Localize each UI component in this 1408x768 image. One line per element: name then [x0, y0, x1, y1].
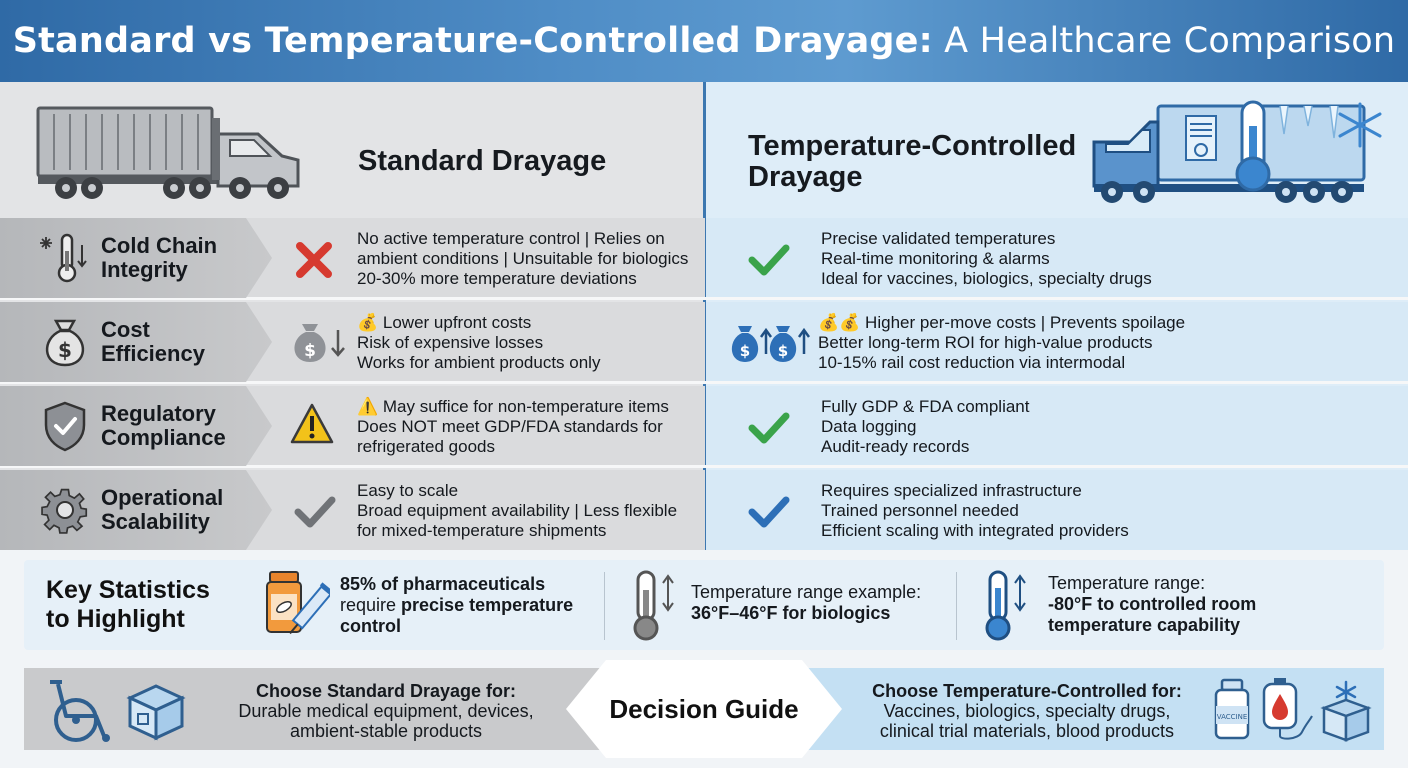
- blue-check-icon: [748, 496, 790, 528]
- decision-guide-standard-text: Choose Standard Drayage for: Durable med…: [238, 681, 534, 741]
- money-bags-up-icon: $ $: [731, 326, 810, 362]
- green-check-icon: [748, 412, 790, 444]
- temp-cell-cold-chain: Precise validated temperatures Real-time …: [821, 229, 1152, 288]
- stat-biologics-range: Temperature range example: 36°F–46°F for…: [691, 582, 922, 623]
- standard-truck-icon: [36, 106, 300, 199]
- standard-cell-regulatory: ⚠️ May suffice for non-temperature items…: [357, 397, 669, 456]
- key-statistics-title: Key Statistics to Highlight: [46, 576, 210, 633]
- blood-bag-icon: [1262, 678, 1313, 740]
- temp-cell-regulatory: Fully GDP & FDA compliant Data logging Aud…: [821, 397, 1030, 456]
- temp-column-title: Temperature-Controlled Drayage: [748, 130, 1077, 193]
- money-bag-icon: $: [45, 319, 85, 367]
- svg-text:VACCINE: VACCINE: [1217, 713, 1248, 721]
- pill-bottle-syringe-icon: [266, 571, 330, 635]
- standard-cell-scalability: Easy to scale Broad equipment availabilit…: [357, 481, 678, 540]
- decision-guide-badge: Decision Guide: [566, 660, 842, 758]
- refrigerated-truck-icon: [1092, 100, 1382, 203]
- page-title: Standard vs Temperature-Controlled Draya…: [12, 21, 1396, 61]
- stat-pharmaceuticals: 85% of pharmaceuticals require precise t…: [340, 574, 574, 636]
- temp-cell-cost: 💰💰 Higher per-move costs | Prevents spoi…: [818, 313, 1186, 372]
- thermometer-blue-icon: [985, 570, 1026, 641]
- medical-box-icon: [126, 684, 186, 741]
- comparison-row-regulatory: Regulatory Compliance ⚠️ May suffice for …: [0, 386, 1408, 468]
- temp-cell-scalability: Requires specialized infrastructure Train…: [821, 481, 1129, 540]
- standard-cell-cold-chain: No active temperature control | Relies o…: [357, 229, 689, 288]
- svg-text:$: $: [778, 342, 788, 360]
- svg-text:$: $: [304, 341, 316, 361]
- red-x-icon: [296, 242, 332, 278]
- row-label-regulatory: Regulatory Compliance: [0, 386, 272, 466]
- vaccine-vial-icon: VACCINE: [1214, 678, 1250, 740]
- decision-guide-temp-text: Choose Temperature-Controlled for: Vacci…: [872, 681, 1182, 741]
- stat-extreme-range: Temperature range: -80°F to controlled r…: [1048, 573, 1257, 635]
- cold-box-snowflake-icon: [1320, 680, 1372, 742]
- comparison-row-cost: $ Cost Efficiency $ 💰 Lower upfront costs…: [0, 302, 1408, 384]
- comparison-row-cold-chain: Cold Chain Integrity No active temperatur…: [0, 218, 1408, 300]
- page-header: Standard vs Temperature-Controlled Draya…: [0, 0, 1408, 82]
- svg-text:$: $: [740, 342, 750, 360]
- standard-cell-cost: 💰 Lower upfront costs Risk of expensive l…: [357, 313, 601, 372]
- gear-icon: [41, 488, 88, 534]
- thermometer-snowflake-icon: [40, 233, 87, 283]
- svg-text:$: $: [58, 338, 72, 362]
- wheelchair-icon: [50, 680, 110, 742]
- decision-guide-standard: [24, 668, 624, 750]
- gray-check-icon: [294, 496, 336, 528]
- green-check-icon: [748, 244, 790, 276]
- standard-column-title: Standard Drayage: [358, 145, 607, 177]
- row-label-cold-chain: Cold Chain Integrity: [0, 218, 272, 298]
- shield-check-icon: [44, 401, 86, 452]
- row-label-cost: $ Cost Efficiency: [0, 302, 272, 382]
- key-statistics-panel: Key Statistics to Highlight 85% of pharma…: [24, 560, 1384, 650]
- thermometer-gray-icon: [633, 570, 674, 641]
- money-bag-down-icon: $: [294, 324, 345, 362]
- warning-icon: [290, 403, 334, 444]
- row-label-scalability: Operational Scalability: [0, 470, 272, 550]
- comparison-row-scalability: Operational Scalability Easy to scale Broa…: [0, 470, 1408, 550]
